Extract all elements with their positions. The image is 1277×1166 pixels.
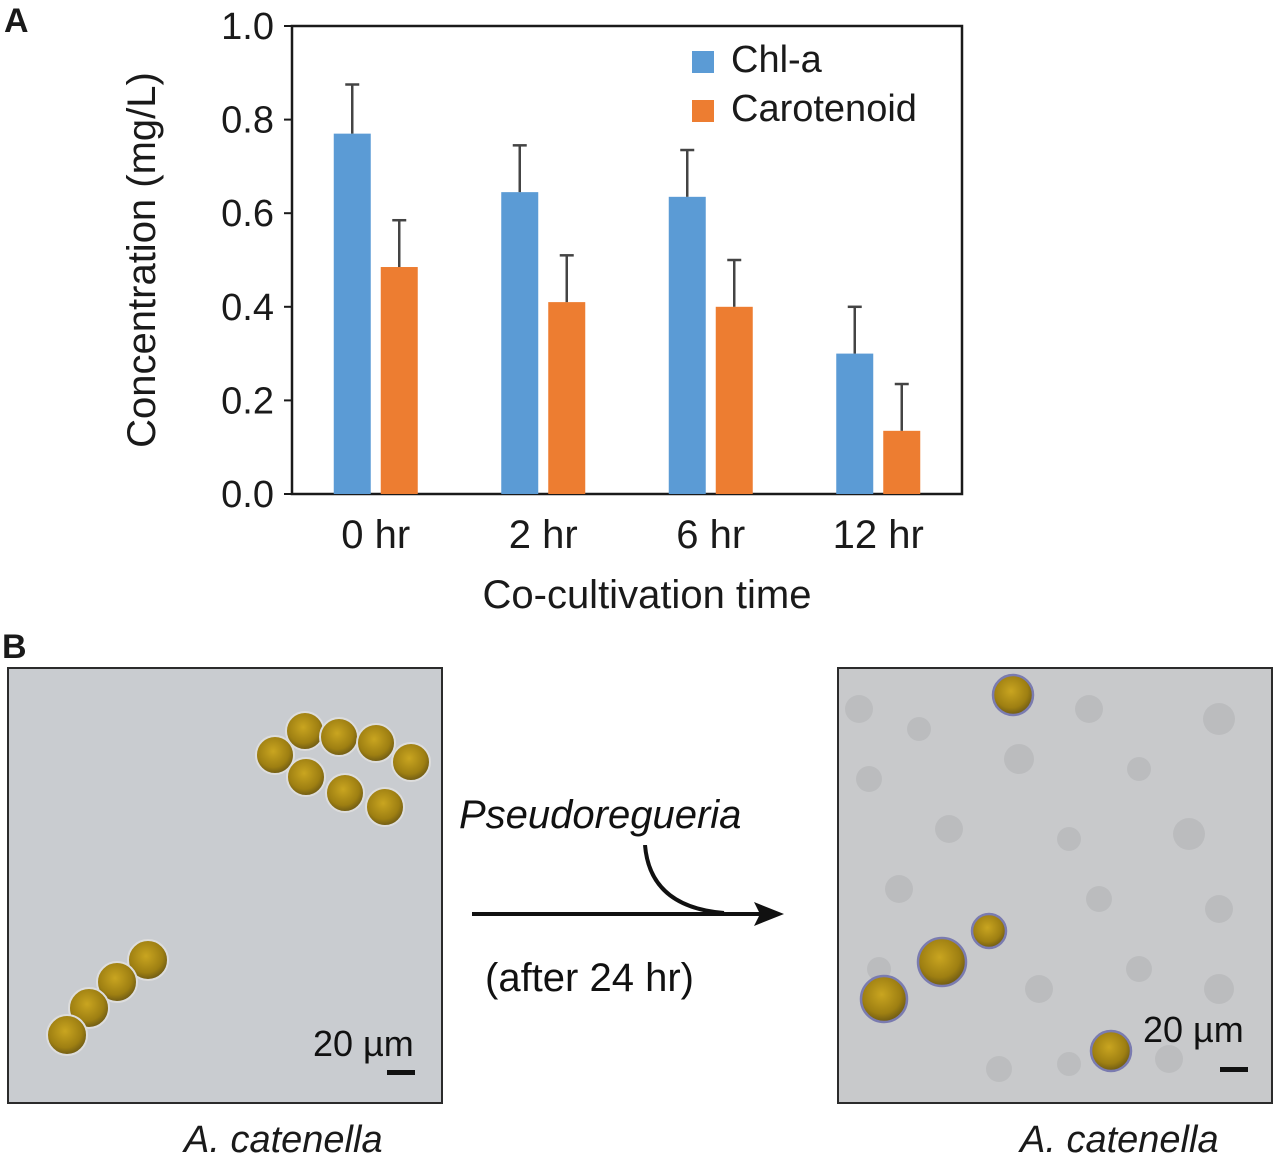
right-caption: A. catenella [1020, 1119, 1219, 1161]
y-tick-label: 0.0 [221, 474, 274, 516]
left-scale-label: 20 µm [313, 1023, 414, 1064]
y-tick-label: 0.8 [221, 100, 274, 142]
left-caption: A. catenella [184, 1119, 383, 1161]
bar-chart: 0.0 0.2 0.4 0.6 0.8 1.0 Concentration (mg/L) 0 … [120, 6, 964, 617]
bar-carotenoid [883, 430, 921, 494]
legend-swatch [692, 51, 714, 73]
y-tick-label: 0.6 [221, 193, 274, 235]
x-tick-label: 0 hr [341, 513, 410, 557]
legend-label: Chl-a [731, 39, 823, 81]
panel-b-letter: B [2, 628, 27, 666]
y-tick-label: 0.4 [221, 287, 274, 329]
y-tick-label: 0.2 [221, 380, 274, 422]
transition-arrow [472, 845, 784, 926]
x-axis-label: Co-cultivation time [482, 573, 811, 617]
arrow-sublabel: (after 24 hr) [485, 956, 694, 1000]
legend-swatch [692, 100, 714, 122]
legend-label: Carotenoid [731, 88, 917, 130]
left-micrograph: 20 µm [7, 667, 443, 1104]
y-tick-label: 1.0 [221, 6, 274, 48]
cell-chain-image [46, 711, 431, 1056]
bar-chl-a [836, 353, 874, 494]
bar-carotenoid [715, 306, 753, 494]
bar-chl-a [668, 196, 706, 494]
bar-chl-a [333, 133, 371, 494]
plot-frame [290, 24, 964, 496]
bar-carotenoid [380, 267, 418, 494]
bar-chl-a [501, 192, 539, 494]
panel-a-letter: A [4, 2, 29, 40]
right-scale-label: 20 µm [1143, 1009, 1244, 1050]
x-tick-label: 12 hr [833, 513, 924, 557]
left-scale-bar [387, 1070, 415, 1075]
bar-carotenoid [548, 302, 586, 494]
right-scale-bar [1220, 1067, 1248, 1072]
arrow-label: Pseudoregueria [459, 793, 742, 837]
x-tick-label: 6 hr [676, 513, 745, 557]
cysts-image [845, 673, 1235, 1082]
x-tick-label: 2 hr [509, 513, 578, 557]
y-axis-label: Concentration (mg/L) [120, 72, 164, 448]
right-micrograph: 20 µm [837, 667, 1273, 1104]
